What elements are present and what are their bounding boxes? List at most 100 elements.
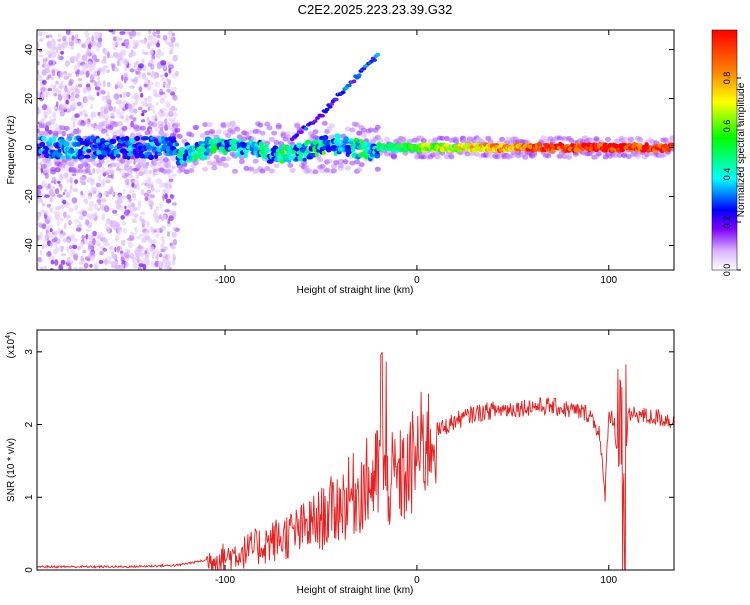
halo-mark (142, 163, 149, 169)
halo-mark (349, 160, 356, 166)
noise-mark (98, 200, 102, 206)
noise-mark (162, 34, 168, 41)
halo-mark (324, 167, 331, 173)
halo-mark (162, 157, 169, 163)
noise-mark (92, 168, 96, 174)
noise-mark (133, 78, 138, 86)
halo-mark (91, 160, 98, 166)
noise-mark (66, 246, 70, 253)
noise-mark (168, 42, 174, 47)
halo-mark (531, 152, 538, 158)
halo-mark (542, 139, 549, 144)
noise-mark (101, 215, 104, 220)
halo-mark (420, 138, 427, 144)
noise-mark (88, 201, 95, 208)
noise-mark (49, 116, 52, 122)
noise-mark (89, 96, 95, 101)
halo-mark (374, 124, 381, 130)
halo-mark (43, 157, 50, 163)
spectrogram-x-tick-label: -100 (215, 275, 235, 286)
noise-mark (162, 188, 166, 194)
halo-mark (434, 154, 441, 160)
noise-mark (137, 251, 141, 258)
branch-mark (333, 97, 339, 102)
noise-mark (43, 265, 48, 270)
noise-mark (110, 115, 116, 119)
noise-mark (158, 214, 162, 220)
halo-mark (107, 125, 114, 130)
noise-mark (101, 166, 106, 174)
noise-mark (57, 94, 63, 101)
noise-mark (84, 198, 89, 205)
noise-mark (166, 88, 171, 93)
noise-mark (43, 94, 49, 98)
band-mark (607, 142, 613, 148)
noise-mark (155, 233, 160, 239)
noise-mark (141, 49, 144, 54)
halo-mark (326, 158, 333, 164)
spectrogram-x-tick-label: 100 (600, 275, 617, 286)
halo-mark (252, 158, 259, 164)
noise-mark (44, 235, 48, 242)
noise-mark (156, 34, 161, 39)
noise-mark (148, 200, 154, 208)
noise-mark (136, 32, 141, 36)
noise-mark (64, 188, 67, 193)
noise-mark (65, 61, 69, 68)
noise-mark (141, 58, 145, 64)
noise-mark (47, 88, 53, 92)
noise-mark (69, 233, 75, 239)
noise-mark (90, 206, 93, 212)
halo-mark (342, 159, 349, 165)
branch-mark (340, 90, 346, 94)
noise-mark (52, 211, 55, 214)
noise-mark (60, 185, 64, 189)
noise-mark (152, 168, 158, 173)
band-mark (48, 137, 54, 144)
noise-mark (119, 115, 125, 119)
halo-mark (98, 159, 105, 165)
halo-mark (264, 121, 271, 127)
halo-mark (255, 128, 261, 134)
noise-mark (70, 96, 74, 101)
noise-mark (114, 66, 119, 73)
halo-mark (464, 151, 471, 157)
noise-mark (70, 56, 76, 63)
noise-mark (83, 238, 89, 245)
noise-mark (120, 215, 125, 220)
band-mark (177, 152, 183, 158)
branch-mark (299, 130, 304, 134)
noise-mark (159, 97, 165, 104)
noise-mark (172, 238, 178, 246)
noise-mark (105, 176, 109, 184)
noise-mark (130, 30, 136, 36)
noise-mark (118, 111, 125, 115)
halo-mark (473, 151, 480, 157)
noise-mark (88, 206, 92, 212)
band-mark (636, 143, 643, 148)
noise-mark (54, 242, 58, 249)
branch-mark (315, 116, 320, 120)
noise-mark (169, 49, 174, 55)
noise-mark (106, 90, 110, 97)
noise-mark (140, 112, 145, 117)
noise-mark (72, 121, 76, 128)
band-mark (264, 143, 269, 149)
halo-mark (354, 159, 360, 165)
halo-mark (669, 135, 674, 141)
halo-mark (218, 161, 225, 167)
noise-mark (115, 204, 122, 210)
noise-mark (94, 81, 97, 87)
noise-mark (59, 174, 64, 181)
band-mark (124, 135, 130, 142)
noise-mark (73, 267, 79, 270)
halo-mark (407, 138, 413, 144)
halo-mark (317, 157, 324, 163)
noise-mark (65, 99, 69, 105)
band-mark (302, 157, 307, 162)
noise-mark (97, 37, 103, 43)
noise-mark (66, 177, 70, 184)
noise-mark (93, 211, 98, 218)
spectrogram-y-tick-label: 40 (24, 44, 35, 56)
band-mark (231, 138, 236, 143)
